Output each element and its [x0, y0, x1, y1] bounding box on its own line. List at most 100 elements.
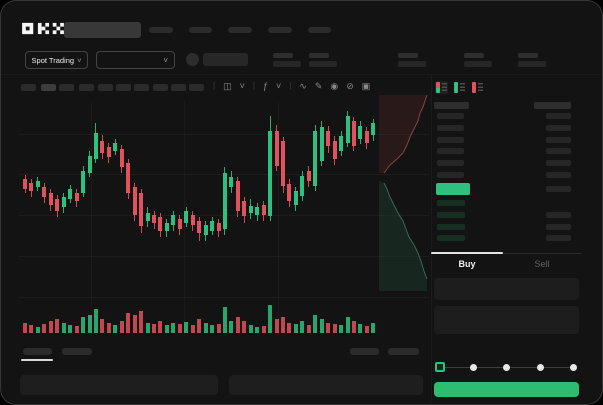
- nav-item-1[interactable]: [149, 27, 173, 33]
- volume-bar: [306, 325, 311, 333]
- timeframe-button-5[interactable]: [98, 84, 113, 91]
- candle-body: [216, 223, 221, 231]
- timeframe-button-8[interactable]: [153, 84, 168, 91]
- fullscreen-icon[interactable]: ▣: [361, 80, 371, 91]
- volume-bar: [93, 309, 98, 333]
- timeframe-button-6[interactable]: [116, 84, 131, 91]
- last-price-highlight[interactable]: [436, 183, 470, 195]
- nav-item-4[interactable]: [268, 27, 292, 33]
- buy-tab[interactable]: Buy: [458, 259, 476, 269]
- volume-bar: [326, 323, 331, 333]
- camera-icon[interactable]: ◉: [330, 80, 339, 91]
- pair-selector[interactable]: ˅: [96, 51, 175, 69]
- candle-body: [261, 205, 266, 215]
- tab-divider: [503, 253, 581, 254]
- timeframe-button-10[interactable]: [189, 84, 204, 91]
- volume-bar: [100, 319, 105, 333]
- chevron-down-icon[interactable]: ˅: [239, 80, 245, 91]
- slider-dot-2[interactable]: [470, 364, 477, 371]
- volume-bar: [81, 317, 86, 333]
- candle-body: [158, 217, 163, 231]
- nav-item-2[interactable]: [189, 27, 212, 33]
- volume-bar: [216, 324, 221, 333]
- order-amount-field[interactable]: [434, 306, 579, 334]
- timeframe-button-9[interactable]: [171, 84, 186, 91]
- wave-tool-icon[interactable]: ∿: [299, 80, 307, 91]
- chevron-down-icon[interactable]: ˅: [275, 80, 282, 91]
- market-type-selector[interactable]: Spot Trading ˅: [25, 51, 88, 69]
- search-input[interactable]: [64, 22, 141, 38]
- timeframe-button-7[interactable]: [134, 84, 149, 91]
- buy-tab-indicator: [431, 252, 503, 254]
- bid-amount-bar: [546, 235, 571, 242]
- nav-item-5[interactable]: [308, 27, 331, 33]
- candle-body: [23, 179, 27, 189]
- book-bids-icon[interactable]: [453, 81, 466, 94]
- asks-depth-area: [379, 95, 427, 173]
- ask-price-bar: [437, 124, 464, 131]
- timeframe-button-3[interactable]: [59, 84, 74, 91]
- slider-handle[interactable]: [435, 362, 445, 372]
- divider: |: [213, 81, 216, 90]
- candle-body: [293, 191, 298, 205]
- amount-slider[interactable]: [435, 359, 579, 375]
- candle-body: [184, 211, 189, 223]
- candle-body: [248, 206, 253, 213]
- chart-style-icon[interactable]: ◫: [223, 80, 232, 91]
- volume-bar: [197, 319, 202, 333]
- volume-bar: [261, 326, 266, 333]
- volume-bar: [222, 307, 227, 333]
- bottom-action-1[interactable]: [350, 348, 379, 355]
- candle-body: [351, 121, 356, 146]
- bottom-action-2[interactable]: [388, 348, 419, 355]
- order-price-field[interactable]: [434, 278, 579, 300]
- bottom-tab-orders[interactable]: [23, 348, 52, 355]
- depth-overlay: [379, 95, 428, 291]
- draw-tool-icon[interactable]: ✎: [314, 80, 323, 91]
- volume-bar: [184, 322, 189, 333]
- volume-bar: [242, 321, 247, 333]
- ask-amount-bar: [546, 136, 571, 143]
- volume-bar: [358, 324, 363, 333]
- volume-bar: [235, 317, 240, 333]
- candle-body: [152, 215, 156, 223]
- ticker-stat: [464, 53, 492, 67]
- volume-bar: [332, 324, 337, 333]
- bids-depth-area: [379, 181, 427, 291]
- candle-body: [87, 156, 92, 173]
- volume-bar: [300, 321, 305, 333]
- timeframe-button-2[interactable]: [41, 84, 56, 91]
- sell-tab[interactable]: Sell: [534, 259, 550, 269]
- candle-body: [210, 221, 215, 231]
- top-nav: [149, 26, 331, 34]
- book-combined-icon[interactable]: [435, 81, 448, 94]
- candle-body: [55, 199, 60, 211]
- volume-bar: [274, 319, 279, 333]
- timeframe-button-1[interactable]: [21, 84, 36, 91]
- indicators-icon[interactable]: ƒ: [262, 80, 268, 91]
- book-asks-icon[interactable]: [471, 81, 484, 94]
- ask-amount-bar: [546, 148, 571, 155]
- slider-dot-5[interactable]: [570, 364, 577, 371]
- nav-item-3[interactable]: [228, 27, 252, 33]
- slider-dot-4[interactable]: [537, 364, 544, 371]
- slider-dot-3[interactable]: [503, 364, 510, 371]
- candle-body: [300, 176, 305, 196]
- bottom-tab-history[interactable]: [62, 348, 92, 355]
- volume-bar: [351, 321, 356, 333]
- stat-label-bar: [309, 53, 329, 58]
- volume-bar: [364, 326, 369, 333]
- buy-button[interactable]: [434, 382, 579, 397]
- volume-bar: [145, 323, 150, 333]
- candle-body: [358, 126, 363, 139]
- timeframe-button-4[interactable]: [79, 84, 94, 91]
- pair-coin-icon: [186, 53, 199, 66]
- candle-body: [145, 213, 150, 221]
- volume-bar: [74, 326, 79, 333]
- volume-bar: [106, 323, 111, 333]
- stat-value-bar: [273, 61, 301, 67]
- reset-icon[interactable]: ⊘: [346, 80, 354, 91]
- ask-amount-bar: [546, 124, 571, 131]
- volume-bar: [293, 324, 298, 333]
